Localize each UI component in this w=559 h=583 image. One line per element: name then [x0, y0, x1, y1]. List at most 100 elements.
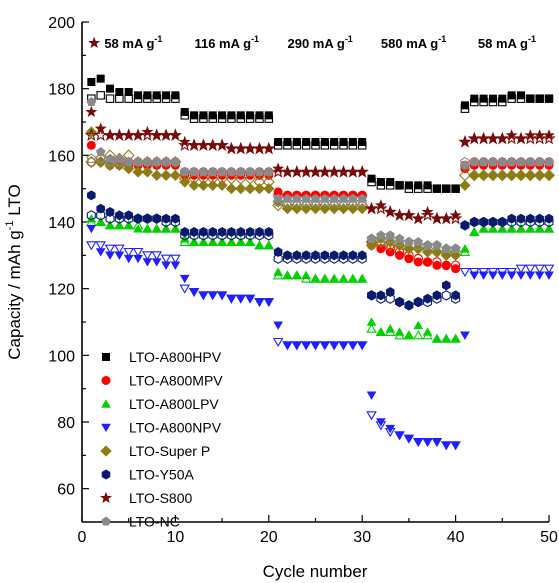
- charge-point: [319, 274, 330, 283]
- charge-point: [440, 212, 453, 224]
- rate-label-value: 580 mA g: [381, 36, 438, 51]
- charge-point: [376, 244, 386, 254]
- charge-point: [105, 207, 115, 217]
- charge-point: [301, 270, 312, 280]
- charge-point: [133, 213, 143, 224]
- charge-point: [180, 227, 190, 237]
- charge-point: [413, 297, 423, 307]
- charge-point: [132, 129, 144, 141]
- charge-point: [162, 91, 171, 100]
- charge-point: [460, 331, 470, 340]
- charge-point: [394, 327, 405, 336]
- charge-point: [507, 91, 516, 100]
- charge-point: [115, 88, 124, 97]
- charge-point: [526, 94, 535, 103]
- charge-point: [142, 224, 153, 233]
- charge-point: [180, 167, 190, 177]
- charge-point: [115, 210, 124, 221]
- charge-point: [469, 227, 480, 236]
- charge-point: [441, 441, 452, 450]
- charge-point: [292, 193, 302, 203]
- charge-point: [385, 424, 396, 434]
- legend-label: LTO-A800MPV: [129, 373, 223, 389]
- charge-point: [432, 184, 441, 193]
- charge-point: [133, 157, 143, 167]
- charge-point: [105, 251, 115, 260]
- rate-label: 58 mA g-1: [478, 34, 536, 51]
- data-marks: [84, 74, 556, 451]
- rate-label-sup: -1: [154, 34, 162, 44]
- charge-point: [282, 270, 293, 280]
- discharge-point: [114, 244, 125, 254]
- discharge-point: [115, 94, 124, 103]
- charge-point: [441, 243, 451, 253]
- charge-point: [273, 193, 283, 203]
- charge-point: [488, 224, 498, 233]
- charge-point: [338, 341, 349, 350]
- charge-point: [199, 111, 208, 120]
- charge-point: [246, 111, 255, 120]
- legend-marker: [100, 445, 112, 457]
- charge-point: [356, 165, 369, 178]
- charge-point: [535, 213, 544, 224]
- charge-point: [330, 138, 339, 147]
- charge-point: [348, 250, 358, 261]
- charge-point: [328, 203, 340, 215]
- charge-point: [460, 101, 469, 110]
- charge-point: [273, 247, 283, 257]
- charge-point: [506, 224, 517, 233]
- discharge-point: [179, 284, 191, 294]
- charge-point: [507, 213, 516, 224]
- y-axis-title-tail: LTO: [5, 184, 24, 220]
- charge-point: [311, 250, 320, 261]
- x-tick-label: 10: [167, 529, 185, 546]
- charge-point: [338, 193, 349, 203]
- series-lto-a800lpv: [86, 214, 555, 343]
- discharge-point: [366, 323, 377, 333]
- charge-point: [505, 129, 518, 141]
- charge-point: [171, 91, 180, 100]
- charge-point: [123, 157, 134, 167]
- charge-point: [386, 178, 395, 187]
- charge-point: [469, 157, 480, 167]
- charge-point: [207, 237, 218, 246]
- charge-point: [478, 157, 489, 167]
- charge-point: [506, 169, 518, 181]
- charge-point: [450, 243, 461, 253]
- charge-point: [329, 193, 339, 203]
- charge-point: [498, 217, 507, 227]
- discharge-point: [272, 337, 284, 348]
- legend-label: LTO-NC: [129, 514, 180, 530]
- charge-point: [524, 169, 536, 181]
- charge-point: [235, 294, 246, 304]
- charge-point: [374, 199, 387, 211]
- charge-point: [348, 274, 358, 283]
- charge-point: [178, 135, 191, 148]
- charge-point: [320, 250, 330, 261]
- charge-point: [236, 167, 246, 177]
- charge-point: [432, 334, 442, 343]
- charge-point: [95, 248, 106, 257]
- series-lto-s800: [84, 105, 556, 225]
- legend: LTO-A800HPV LTO-A800MPV LTO-A800LPV LTO-A80…: [100, 349, 223, 530]
- charge-point: [479, 94, 488, 103]
- charge-point: [516, 91, 525, 100]
- charge-point: [366, 233, 377, 243]
- charge-point: [188, 179, 200, 191]
- charge-point: [236, 111, 245, 120]
- charge-point: [460, 244, 470, 253]
- charge-point: [488, 217, 498, 227]
- charge-point: [432, 260, 442, 270]
- charge-point: [152, 91, 161, 100]
- charge-point: [432, 240, 442, 250]
- discharge-point: [105, 94, 115, 103]
- charge-point: [85, 105, 98, 118]
- charge-point: [272, 162, 285, 174]
- charge-point: [263, 240, 274, 250]
- charge-point: [525, 224, 536, 233]
- charge-point: [442, 184, 451, 193]
- charge-point: [412, 212, 425, 224]
- discharge-point: [366, 411, 377, 421]
- charge-point: [133, 224, 143, 233]
- charge-point: [283, 138, 292, 147]
